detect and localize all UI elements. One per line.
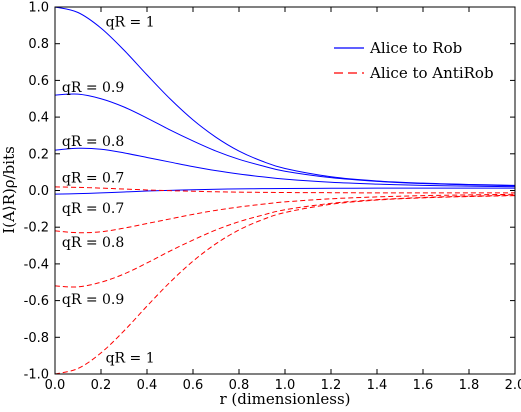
curve-annotation: qR = 0.7	[62, 201, 124, 217]
series-line-1	[54, 93, 516, 187]
x-tick-label: 0.6	[183, 378, 204, 393]
y-tick-label: -0.4	[24, 257, 49, 272]
series-line-4	[54, 186, 515, 194]
curve-annotation: qR = 1	[106, 350, 155, 366]
y-tick-label: -0.6	[24, 294, 49, 309]
y-tick-label: 0.2	[28, 147, 49, 162]
series-line-7	[54, 195, 516, 375]
x-tick-label: 0.2	[91, 378, 112, 393]
y-tick-label: 1.0	[28, 1, 49, 16]
annotation-layer: qR = 1 qR = 0.9 qR = 0.8 qR = 0.7 qR = 0.7 qR…	[62, 15, 155, 367]
series-layer	[54, 6, 516, 375]
curve-annotation: qR = 1	[106, 15, 155, 31]
legend-label-alice-to-antirob: Alice to AntiRob	[369, 64, 494, 82]
curve-annotation: qR = 0.8	[62, 235, 124, 251]
series-line-2	[54, 147, 516, 188]
x-axis-label: r (dimensionless)	[219, 390, 350, 408]
y-axis-label: I(A⟩R)ρ/bits	[0, 146, 18, 234]
x-tick-label: 1.8	[459, 378, 480, 393]
y-tick-label: 0.0	[28, 184, 49, 199]
x-tick-label: 2.0	[505, 378, 521, 393]
x-tick-label: 1.6	[413, 378, 434, 393]
curve-annotation: qR = 0.9	[62, 80, 124, 96]
curve-annotation: qR = 0.8	[62, 134, 124, 150]
x-tick-label: 1.0	[275, 378, 296, 393]
series-line-3	[54, 187, 515, 195]
curve-annotation: qR = 0.9	[62, 292, 124, 308]
y-tick-label: 0.6	[28, 74, 49, 89]
legend: Alice to Rob Alice to AntiRob	[330, 32, 510, 86]
series-line-5	[54, 193, 516, 234]
x-tick-label: 0.4	[137, 378, 158, 393]
legend-box	[330, 32, 510, 86]
x-tick-label: 1.2	[321, 378, 342, 393]
y-tick-label: 0.8	[28, 37, 49, 52]
y-tick-label: -1.0	[24, 368, 49, 383]
x-tick-label: 0.0	[45, 378, 66, 393]
y-tick-label: 0.4	[28, 111, 49, 126]
x-tick-label: 0.8	[229, 378, 250, 393]
legend-label-alice-to-rob: Alice to Rob	[369, 39, 462, 57]
curve-annotation: qR = 0.7	[62, 171, 124, 187]
y-tick-label: -0.2	[24, 221, 49, 236]
y-tick-label: -0.8	[24, 331, 49, 346]
x-tick-label: 1.4	[367, 378, 388, 393]
tick-layer: 0.0 0.2 0.4 0.6 0.8 1.0 1.2 1.4 1.6 1.8 2.0 1.0 0.8 0…	[24, 1, 521, 394]
